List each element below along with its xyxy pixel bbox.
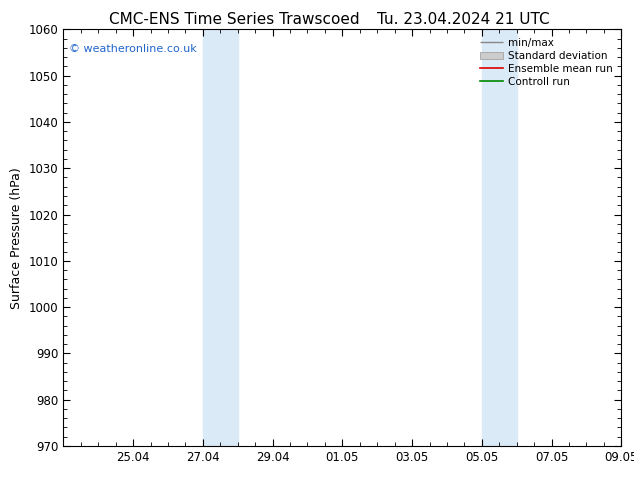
- Y-axis label: Surface Pressure (hPa): Surface Pressure (hPa): [10, 167, 23, 309]
- Legend: min/max, Standard deviation, Ensemble mean run, Controll run: min/max, Standard deviation, Ensemble me…: [476, 34, 617, 91]
- Text: © weatheronline.co.uk: © weatheronline.co.uk: [69, 44, 197, 54]
- Text: CMC-ENS Time Series Trawscoed: CMC-ENS Time Series Trawscoed: [109, 12, 360, 27]
- Bar: [482, 29, 517, 446]
- Bar: [203, 29, 238, 446]
- Text: Tu. 23.04.2024 21 UTC: Tu. 23.04.2024 21 UTC: [377, 12, 549, 27]
